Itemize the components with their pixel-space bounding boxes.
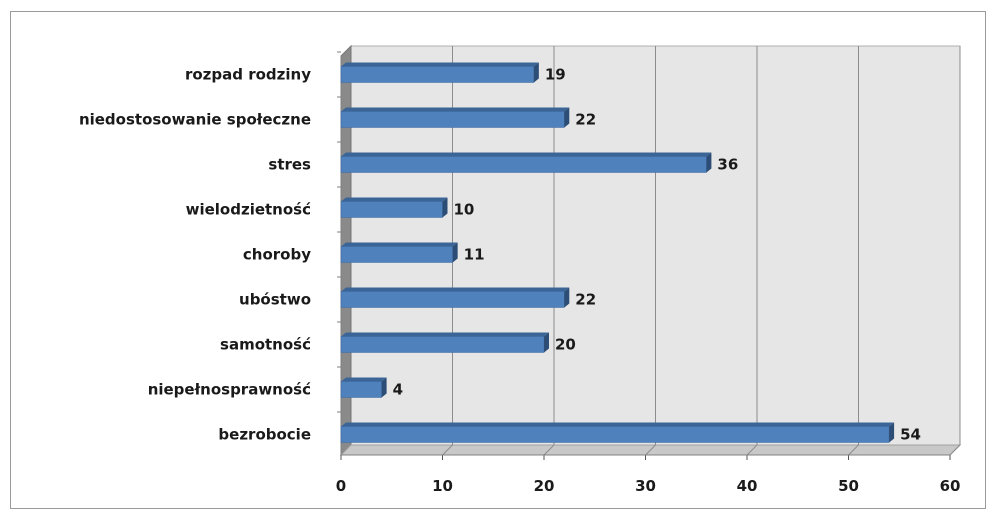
bar-top-2 xyxy=(341,152,712,157)
data-label-3: 10 xyxy=(454,201,475,219)
bar-side-7 xyxy=(381,377,387,398)
gridline-floor-10 xyxy=(442,444,453,456)
bar-0 xyxy=(340,66,535,83)
x-tick-label-30: 30 xyxy=(635,477,656,495)
x-tick-label-20: 20 xyxy=(534,477,555,495)
gridline-floor-60 xyxy=(949,444,961,456)
bar-side-4 xyxy=(452,242,458,263)
category-label-1: niedostosowanie społeczne xyxy=(79,111,311,129)
category-label-2: stres xyxy=(268,156,311,174)
category-label-6: samotność xyxy=(220,336,311,354)
bar-top-5 xyxy=(341,287,570,292)
bar-side-8 xyxy=(889,422,895,443)
bar-7 xyxy=(340,381,382,398)
bar-4 xyxy=(340,246,453,263)
bar-top-7 xyxy=(341,377,387,382)
bar-top-1 xyxy=(341,107,570,112)
x-tick-label-10: 10 xyxy=(432,477,453,495)
bar-side-6 xyxy=(544,332,549,353)
gridline-floor-50 xyxy=(848,444,859,456)
data-label-0: 19 xyxy=(545,66,566,84)
data-label-2: 36 xyxy=(717,156,738,174)
bar-side-2 xyxy=(706,152,712,173)
bar-6 xyxy=(340,336,545,353)
x-tick-label-60: 60 xyxy=(940,477,961,495)
bar-8 xyxy=(340,426,890,443)
data-label-6: 20 xyxy=(555,336,576,354)
category-label-3: wielodzietność xyxy=(186,201,311,219)
bar-side-5 xyxy=(564,287,570,308)
bar-top-8 xyxy=(341,422,895,427)
x-tick-label-40: 40 xyxy=(737,477,758,495)
bar-side-0 xyxy=(533,62,539,83)
category-label-4: choroby xyxy=(243,246,311,264)
bar-top-6 xyxy=(341,332,549,337)
data-label-8: 54 xyxy=(900,426,921,444)
category-label-5: ubóstwo xyxy=(239,291,311,309)
bar-5 xyxy=(340,291,565,308)
data-label-4: 11 xyxy=(464,246,485,264)
bar-1 xyxy=(340,111,565,128)
category-label-8: bezrobocie xyxy=(218,426,311,444)
bar-top-0 xyxy=(341,62,539,67)
bar-top-3 xyxy=(341,197,448,202)
gridline-floor-20 xyxy=(543,444,555,456)
bar-2 xyxy=(340,156,707,173)
bar-top-4 xyxy=(341,242,458,247)
data-label-1: 22 xyxy=(575,111,596,129)
gridline-floor-40 xyxy=(746,444,758,456)
data-label-7: 4 xyxy=(393,381,403,399)
x-tick-label-50: 50 xyxy=(838,477,859,495)
category-label-7: niepełnosprawność xyxy=(148,381,311,399)
bar-side-1 xyxy=(564,107,570,128)
gridline-floor-30 xyxy=(645,444,656,456)
bar-3 xyxy=(340,201,443,218)
data-label-5: 22 xyxy=(575,291,596,309)
bar-side-3 xyxy=(442,197,448,218)
category-label-0: rozpad rodziny xyxy=(185,66,311,84)
x-tick-label-0: 0 xyxy=(336,477,346,495)
